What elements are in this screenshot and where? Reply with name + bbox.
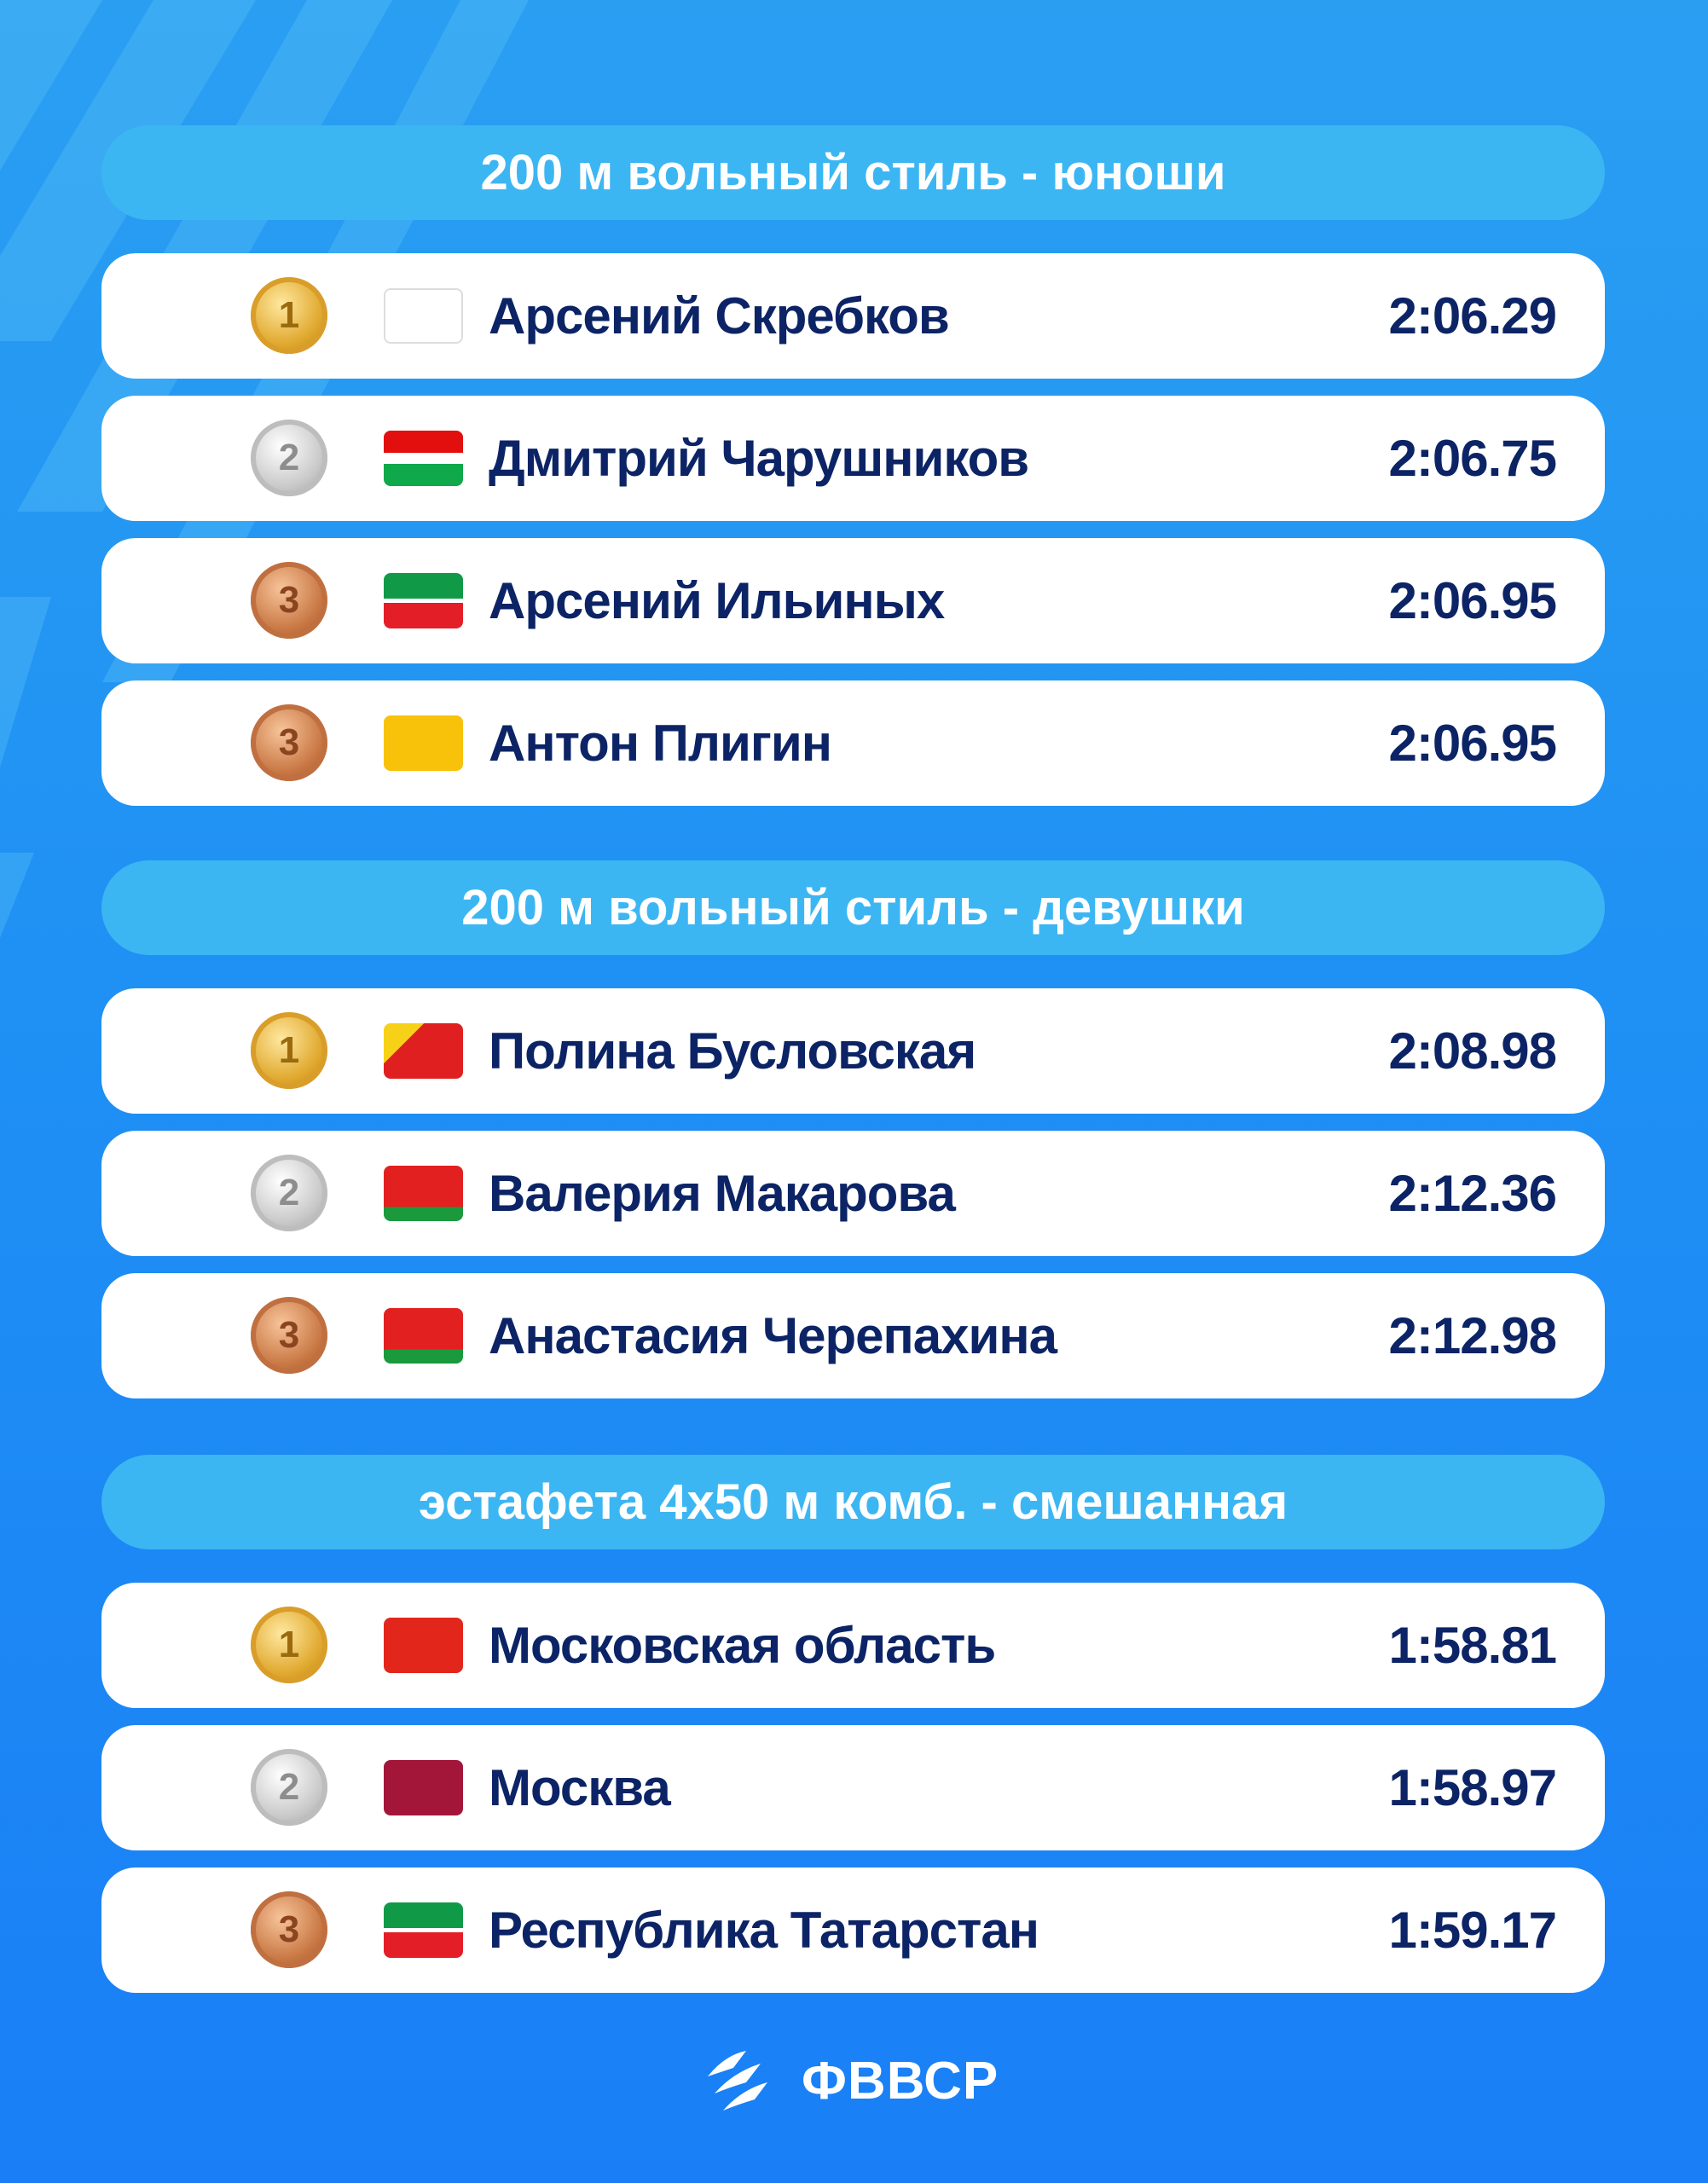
lipetsk-oblast-flag-icon	[384, 1166, 463, 1221]
athlete-name: Анастасия Черепахина	[489, 1307, 1057, 1364]
place-number: 2	[278, 437, 300, 478]
athlete-name: Республика Татарстан	[489, 1902, 1039, 1959]
result-row: 1 Арсений Скребков 2:06.29	[101, 253, 1605, 379]
place-number: 1	[278, 1029, 300, 1071]
result-time: 2:06.29	[1388, 287, 1557, 345]
result-row: 2 Москва 1:58.97	[101, 1725, 1605, 1850]
tatarstan-flag-icon	[384, 1902, 463, 1958]
result-row: 2 Валерия Макарова 2:12.36	[101, 1131, 1605, 1256]
result-time: 2:06.75	[1388, 430, 1557, 487]
voronezh-oblast-flag-icon	[384, 1023, 463, 1079]
result-row: 3 Республика Татарстан 1:59.17	[101, 1867, 1605, 1993]
result-row: 1 Полина Бусловская 2:08.98	[101, 988, 1605, 1114]
result-time: 1:59.17	[1388, 1902, 1557, 1959]
bronze-medal-icon: 3	[251, 562, 327, 639]
section-header: эстафета 4x50 м комб. - смешанная	[101, 1455, 1605, 1549]
silver-medal-icon: 2	[251, 420, 327, 496]
athlete-name: Валерия Макарова	[489, 1165, 956, 1222]
place-number: 3	[278, 1908, 300, 1950]
athlete-name: Дмитрий Чарушников	[489, 430, 1029, 487]
result-time: 2:12.98	[1388, 1307, 1557, 1364]
athlete-name: Московская область	[489, 1617, 996, 1674]
result-time: 1:58.97	[1388, 1759, 1557, 1816]
kaluga-oblast-flag-icon	[384, 431, 463, 486]
gold-medal-icon: 1	[251, 1607, 327, 1683]
gold-medal-icon: 1	[251, 277, 327, 354]
place-number: 3	[278, 721, 300, 763]
result-row: 1 Московская область 1:58.81	[101, 1583, 1605, 1708]
yaroslavl-oblast-flag-icon	[384, 715, 463, 771]
place-number: 1	[278, 1624, 300, 1665]
result-time: 2:08.98	[1388, 1022, 1557, 1080]
athlete-name: Полина Бусловская	[489, 1022, 976, 1080]
lipetsk-oblast-flag-icon	[384, 1308, 463, 1364]
athlete-name: Арсений Ильиных	[489, 572, 945, 629]
athlete-name: Москва	[489, 1759, 671, 1816]
result-row: 3 Арсений Ильиных 2:06.95	[101, 538, 1605, 663]
swim-waves-logo-icon	[708, 2051, 767, 2111]
federation-logo-text: ФВВСР	[802, 2051, 999, 2111]
result-time: 2:12.36	[1388, 1165, 1557, 1222]
place-number: 3	[278, 579, 300, 621]
athlete-name: Арсений Скребков	[489, 287, 950, 345]
silver-medal-icon: 2	[251, 1155, 327, 1231]
result-row: 2 Дмитрий Чарушников 2:06.75	[101, 396, 1605, 521]
bronze-medal-icon: 3	[251, 1891, 327, 1968]
result-row: 3 Антон Плигин 2:06.95	[101, 680, 1605, 806]
result-row: 3 Анастасия Черепахина 2:12.98	[101, 1273, 1605, 1398]
footer-logo: ФВВСР	[699, 2047, 999, 2115]
place-number: 3	[278, 1314, 300, 1356]
silver-medal-icon: 2	[251, 1749, 327, 1826]
moscow-flag-icon	[384, 1760, 463, 1815]
section-header: 200 м вольный стиль - юноши	[101, 125, 1605, 220]
gold-medal-icon: 1	[251, 1012, 327, 1089]
result-time: 1:58.81	[1388, 1617, 1557, 1674]
place-number: 2	[278, 1172, 300, 1213]
moscow-oblast-flag-icon	[384, 1618, 463, 1673]
tatarstan-flag-icon	[384, 573, 463, 628]
result-time: 2:06.95	[1388, 715, 1557, 772]
athlete-name: Антон Плигин	[489, 715, 832, 772]
bronze-medal-icon: 3	[251, 704, 327, 781]
nizhny-novgorod-oblast-flag-icon	[384, 288, 463, 344]
place-number: 2	[278, 1766, 300, 1808]
result-time: 2:06.95	[1388, 572, 1557, 629]
bronze-medal-icon: 3	[251, 1297, 327, 1374]
place-number: 1	[278, 294, 300, 336]
section-header: 200 м вольный стиль - девушки	[101, 860, 1605, 955]
